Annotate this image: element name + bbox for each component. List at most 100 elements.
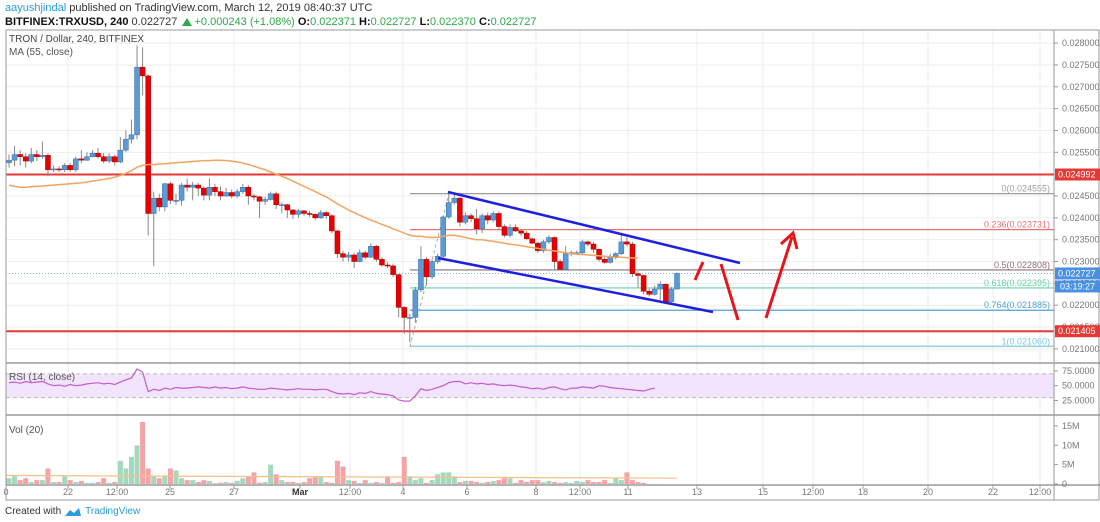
volume-bar [340, 466, 346, 484]
volume-bar [117, 460, 123, 484]
volume-bar [591, 482, 596, 484]
volume-bar [552, 482, 558, 484]
volume-bar [629, 480, 635, 484]
author-link[interactable]: aayushjindal [5, 2, 67, 14]
candle [128, 134, 135, 140]
candle [150, 197, 157, 214]
candle [601, 259, 608, 263]
volume-bar [607, 482, 613, 484]
volume-bar [379, 483, 385, 484]
x-axis-label: 15 [758, 487, 768, 497]
candle [657, 283, 664, 290]
arrow-head-icon [779, 230, 799, 250]
volume-bar [140, 422, 146, 484]
fib-level-label: 0.236(0.023731) [984, 220, 1050, 230]
fib-level-label: 0.618(0.022395) [984, 278, 1050, 288]
tradingview-link[interactable]: TradingView [85, 506, 141, 517]
candle [56, 168, 62, 171]
candle [262, 199, 268, 202]
x-axis-label: 0 [3, 487, 8, 497]
y-axis-label: 0.023500 [1062, 235, 1100, 245]
volume-bar [490, 480, 496, 484]
y-axis-label: 0.025500 [1062, 147, 1100, 157]
candle [34, 154, 40, 157]
volume-bar [535, 480, 541, 484]
volume-bar [240, 478, 246, 484]
drawings [437, 190, 799, 321]
candle [501, 226, 508, 236]
candle [618, 241, 625, 254]
candle [457, 197, 463, 223]
channel-lower-line [437, 256, 714, 314]
volume-bar [229, 482, 235, 484]
volume-bar [501, 478, 507, 484]
y-axis-label: 0.027000 [1062, 82, 1100, 92]
price-change: +0.000243 (+1.08%) [194, 16, 295, 28]
channel-upper-line [447, 190, 741, 265]
volume-bar [451, 476, 457, 484]
candle [217, 191, 224, 197]
volume-bar [457, 482, 463, 484]
candle [61, 165, 68, 171]
volume-bar [485, 482, 491, 484]
rsi-legend[interactable]: RSI (14, close) [9, 372, 76, 383]
volume-legend[interactable]: Vol (20) [9, 425, 44, 436]
volume-bar [396, 482, 402, 484]
rsi-axis-label: 25.0000 [1062, 396, 1095, 406]
candle [496, 213, 502, 227]
candle [473, 218, 480, 230]
svg-text:0.022727: 0.022727 [1058, 268, 1096, 278]
volume-bar [435, 474, 441, 484]
last-price: 0.022727 [131, 16, 178, 28]
candle [462, 215, 469, 223]
candle [156, 197, 163, 208]
volume-bar [385, 476, 391, 484]
volume-bar [234, 480, 240, 484]
last-price-tag [1055, 267, 1100, 280]
candle [279, 204, 285, 206]
candle [484, 215, 491, 221]
candle [384, 264, 391, 267]
axes: 0 22 12:00 25 27 Mar 12:00 4 6 8 12:00 11 13 15 12:00 1… [3, 29, 1100, 501]
candle [646, 290, 652, 295]
volume-bar [524, 482, 530, 484]
tradingview-logo-icon [65, 507, 82, 516]
candle [590, 243, 597, 250]
candle [557, 261, 563, 270]
indicator-panes [5, 368, 1054, 484]
volume-ma-line [5, 474, 678, 479]
candle [145, 75, 151, 214]
ma-legend[interactable]: MA (55, close) [9, 47, 73, 58]
volume-bar [596, 482, 602, 484]
y-axis-label: 0.024500 [1062, 191, 1100, 201]
candle [423, 259, 430, 278]
projection-arrow-up-short [693, 261, 705, 281]
x-axis-label: 12:00 [1029, 487, 1052, 497]
candle [640, 275, 647, 292]
volume-bar [418, 478, 424, 484]
volume-bar [407, 476, 413, 484]
volume-bar [602, 480, 608, 484]
volume-bar [618, 480, 624, 484]
volume-bar [295, 482, 301, 484]
volume-bar [446, 472, 452, 484]
fib-level-label: 0(0.024555) [1001, 184, 1050, 194]
candle [340, 253, 346, 258]
candle [301, 210, 307, 214]
candle [362, 252, 369, 258]
x-axis-label: 6 [464, 487, 469, 497]
publish-text: published on TradingView.com, March 12, … [66, 2, 373, 14]
x-axis-label: 4 [400, 487, 405, 497]
x-axis-label: 20 [923, 487, 933, 497]
candle [212, 187, 218, 192]
countdown-tag [1055, 280, 1100, 293]
x-axis-label: 22 [988, 487, 998, 497]
candle [201, 187, 207, 196]
x-axis-label: 12:00 [106, 487, 129, 497]
volume-bar [90, 482, 95, 484]
high-value: 0.022727 [370, 16, 417, 28]
volume-bar [390, 482, 396, 484]
x-axis-label: 25 [165, 487, 175, 497]
candle [585, 241, 591, 245]
